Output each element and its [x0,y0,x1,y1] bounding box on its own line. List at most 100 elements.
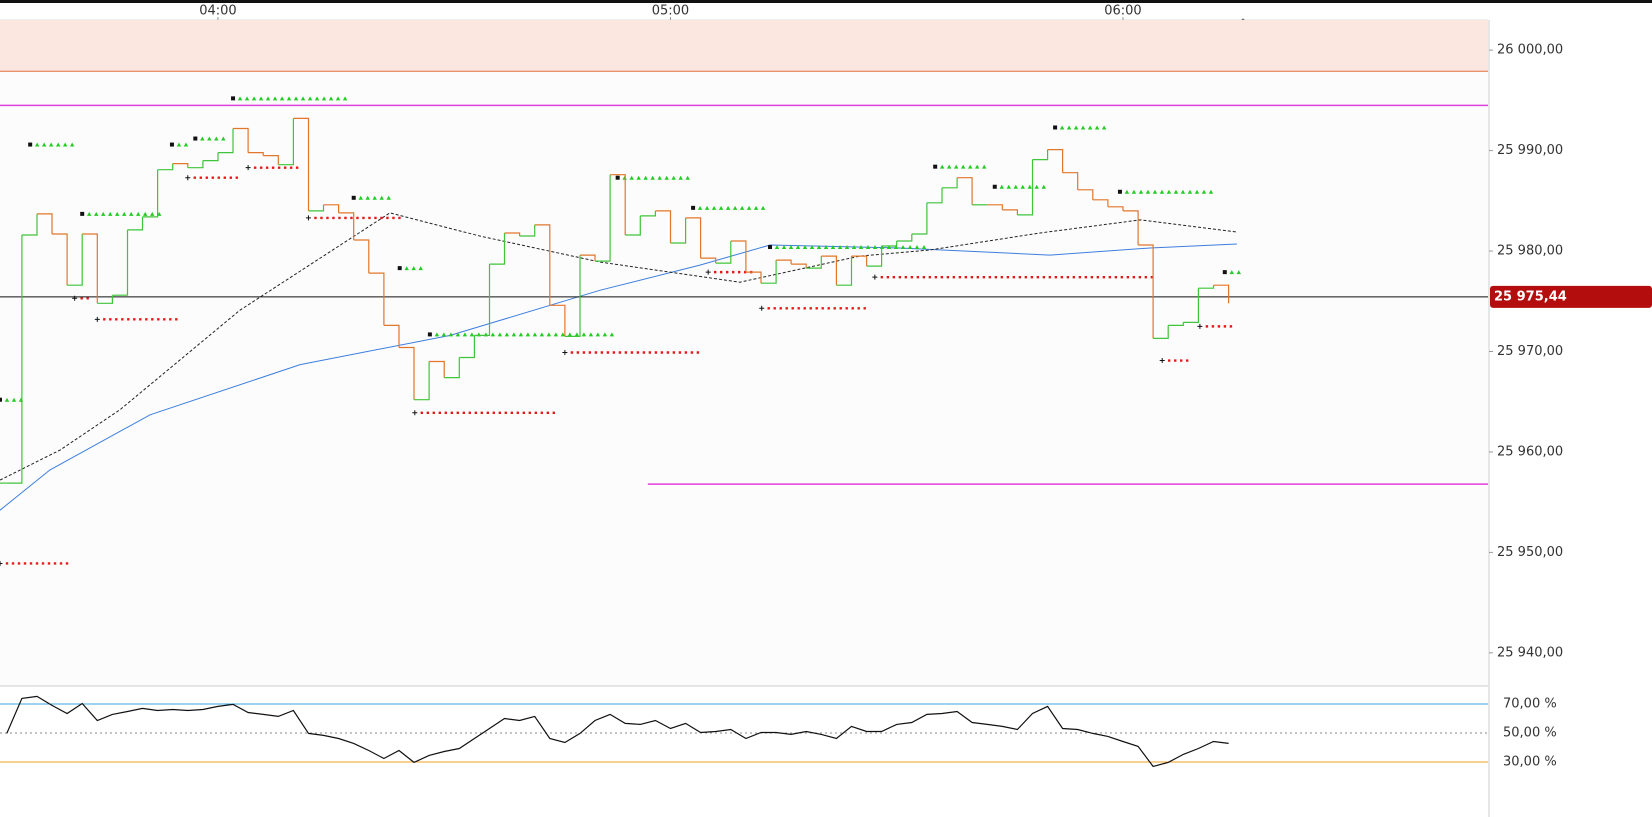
price-step [987,204,1003,210]
x-tick-label: 06:00 [1104,4,1141,19]
price-step [866,246,883,267]
level-start [185,175,191,181]
support-marks [570,351,700,354]
price-step [791,263,807,269]
price-step [6,235,23,484]
price-step [821,255,837,286]
price-step [625,215,641,236]
price-step [761,260,777,284]
resistance-marks [697,205,766,210]
support-marks [880,275,1154,279]
price-step [851,255,868,267]
x-tick-label: 05:00 [652,4,689,19]
moving-average [0,243,1237,511]
resistance-marks [1059,125,1107,130]
y-tick-label: 25 950,00 [1497,545,1563,560]
price-step [1183,288,1199,323]
resistance-marks [939,164,987,169]
price-step [67,234,83,286]
price-step [685,217,702,259]
price-step [836,256,853,286]
level-start [28,142,33,147]
price-step [806,256,822,269]
price-step [278,118,294,166]
price-step [187,160,204,169]
level-start [768,245,773,250]
resistance-marks [176,142,189,147]
price-step [248,152,264,156]
support-marks [1205,325,1233,328]
price-step [730,240,747,273]
price-step [1047,149,1064,173]
level-start [427,332,432,337]
level-start [193,136,198,141]
resistance-marks [1124,189,1214,194]
price-step [97,295,113,304]
top-bar [0,0,1652,3]
support-marks [713,270,753,274]
level-start [933,164,938,169]
price-step [414,361,430,401]
x-tick-label: 04:00 [199,4,236,19]
price-step [1198,285,1215,289]
price-step [157,163,174,171]
price-step [881,241,898,247]
price-step [338,212,355,240]
resistance-marks [999,184,1046,189]
price-step [957,177,973,205]
main-panel [0,20,1488,685]
price-step [776,259,792,265]
price-step [323,204,340,213]
price-step [580,254,596,262]
resistance-marks [200,136,226,141]
price-step [21,213,38,236]
price-step [368,272,385,326]
price-step [610,174,626,235]
support-marks [767,307,866,310]
level-start [1053,125,1058,130]
price-step [308,204,325,212]
level-start [1159,358,1165,364]
support-marks [103,318,178,321]
price-step [640,210,656,217]
support-marks [80,297,89,300]
price-step [745,271,762,284]
level-start [94,316,100,322]
price-step [1168,322,1184,326]
price-step [595,174,611,262]
price-step [942,177,958,189]
level-start [305,215,311,221]
price-step [202,152,219,162]
level-start [245,165,251,171]
resistance-marks [622,175,690,180]
last-price-label: 25 975,44 [1494,289,1567,304]
price-step [127,216,144,231]
price-step [52,233,68,286]
price-step [564,255,581,337]
price-step [549,304,566,337]
rsi-tick-label: 30,00 % [1503,754,1557,769]
level-start [705,269,711,275]
y-tick-label: 25 970,00 [1497,344,1563,359]
support-marks [314,216,401,220]
price-step [383,324,400,348]
price-step [399,346,415,400]
level-start [992,184,997,189]
level-start [1222,270,1227,275]
price-step [233,127,249,153]
price-step [896,234,913,242]
support-marks [5,562,69,565]
level-start [615,175,620,180]
price-step [700,257,717,264]
price-step [1002,209,1018,215]
rsi-tick-label: 50,00 % [1503,725,1557,740]
resistance-marks [4,397,24,402]
price-step [519,224,536,237]
price-step [459,335,475,359]
level-start [169,142,174,147]
moving-average [0,212,1237,481]
price-step [489,233,506,265]
price-step [1123,210,1139,245]
